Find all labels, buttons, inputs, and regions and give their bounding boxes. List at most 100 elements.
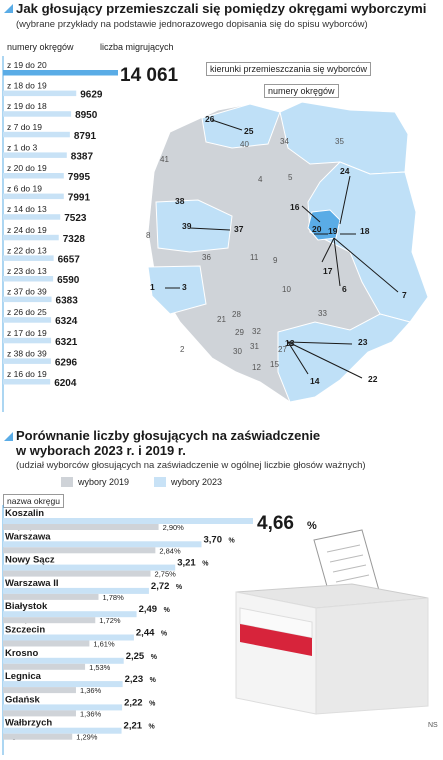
- chart1-bar: [3, 255, 54, 261]
- chart2-value-2019: 2,90%: [163, 523, 185, 532]
- chart1-bar: [3, 234, 59, 241]
- chart2-bar-2023: [3, 587, 149, 594]
- district-38-39: [155, 199, 233, 253]
- chart1-bar: [3, 70, 118, 76]
- chart2-bar-2019: [3, 687, 76, 694]
- chart1-category-label: z 37 do 39: [7, 287, 47, 297]
- map-district-number: 23: [358, 337, 368, 347]
- chart2-value-2023: 4,66: [257, 513, 294, 534]
- map-migration-arrow: [287, 341, 353, 345]
- district-13-23-14-22: [277, 313, 411, 403]
- ballot-paper-lines: [326, 544, 370, 583]
- chart2-value-unit: %: [176, 584, 183, 591]
- map-district-number: 40: [240, 140, 249, 149]
- map-district-number: 20: [312, 224, 322, 234]
- chart1-category-label: z 14 do 13: [7, 204, 47, 214]
- chart2-category-label: Krosno: [5, 648, 38, 659]
- chart2-value-unit: %: [151, 654, 158, 661]
- section2-subtitle: (udział wyborców głosujących na zaświadc…: [16, 460, 366, 471]
- section2-marker: [4, 432, 13, 441]
- chart1-bar: [3, 131, 70, 138]
- chart2-value-2019: 1,78%: [102, 593, 124, 602]
- chart1-value-label: 6657: [58, 254, 81, 265]
- map-district-number: 26: [205, 114, 215, 124]
- map-district-number: 14: [310, 376, 320, 386]
- chart1-value-label: 6590: [57, 275, 80, 286]
- map-migration-arrow: [211, 119, 243, 131]
- map-district-number: 16: [290, 202, 300, 212]
- map-district-number: 19: [328, 226, 338, 236]
- chart2-value-2019: 1,36%: [80, 709, 102, 718]
- map-district-number: 33: [318, 309, 327, 318]
- map-district-number: 1: [150, 282, 155, 292]
- chart2-value-2023: 2,72: [151, 581, 170, 592]
- map-district-number: 36: [202, 253, 211, 262]
- map-district-number: 8: [146, 231, 151, 240]
- chart1-value-label: 6204: [54, 378, 77, 389]
- chart1-category-label: z 1 do 3: [7, 142, 38, 152]
- map-migration-arrow: [287, 341, 363, 379]
- map-district-number: 29: [235, 328, 244, 337]
- chart2-value-2023: 2,21: [124, 721, 143, 732]
- chart1-value-label: 8791: [74, 131, 97, 142]
- map-district-number: 35: [335, 137, 344, 146]
- chart2-bar-2019: [3, 733, 73, 740]
- chart1-value-label: 7523: [64, 213, 87, 224]
- chart1-category-label: z 26 do 25: [7, 307, 47, 317]
- chart2-bar-2023: [3, 727, 122, 734]
- section2-title-line1: Porównanie liczby głosujących na zaświad…: [16, 428, 321, 443]
- chart1-value-label: 6296: [55, 357, 78, 368]
- chart2-bar-2023: [3, 518, 253, 524]
- chart1-category-label: z 19 do 20: [7, 60, 47, 70]
- chart2-bar-2019: [3, 710, 76, 717]
- section1-title: Jak głosujący przemieszczali się pomiędz…: [16, 1, 427, 16]
- certificate-voting-bar-chart: Koszalin 4,66% Nowy Sącz 2,90% Warszawa 3,70%…: [2, 505, 317, 755]
- chart2-value-2023: 2,44: [136, 628, 155, 639]
- chart1-category-label: z 19 do 18: [7, 101, 47, 111]
- chart2-value-unit: %: [164, 607, 171, 614]
- chart1-bar: [3, 379, 51, 385]
- col-label-district-name: nazwa okręgu: [3, 494, 64, 508]
- map-district-number: 25: [244, 126, 254, 136]
- map-district-number: 10: [282, 285, 291, 294]
- flag-red: [240, 624, 312, 656]
- district-warsaw: [307, 209, 341, 241]
- chart2-value-unit: %: [307, 520, 317, 532]
- legend-2019-swatch: [61, 477, 73, 487]
- map-district-number: 12: [252, 363, 261, 372]
- map-district-number: 28: [232, 310, 241, 319]
- chart1-category-label: z 7 do 19: [7, 122, 42, 132]
- chart2-value-2023: 3,21: [177, 558, 196, 569]
- chart2-value-2019: 1,36%: [80, 686, 102, 695]
- map-district-number: 30: [233, 347, 242, 356]
- map-district-number: 3: [182, 282, 187, 292]
- chart1-category-label: z 22 do 13: [7, 245, 47, 255]
- map-district-number: 34: [280, 137, 289, 146]
- chart1-category-label: z 16 do 19: [7, 369, 47, 379]
- map-district-number: 18: [360, 226, 370, 236]
- chart2-bar-2023: [3, 657, 124, 664]
- chart1-category-label: z 24 do 19: [7, 225, 47, 235]
- chart2-bar-2019: [3, 640, 90, 647]
- section2-title-line2: w wyborach 2023 r. i 2019 r.: [16, 443, 186, 458]
- chart2-bar-2019: [3, 524, 159, 530]
- chart2-value-unit: %: [228, 537, 235, 544]
- map-migration-arrow: [321, 237, 335, 263]
- chart2-bar-2023: [3, 541, 202, 548]
- chart1-value-label: 14 061: [120, 65, 179, 86]
- chart2-value-2019: 1,72%: [99, 616, 121, 625]
- chart2-value-2019: 1,53%: [89, 663, 111, 672]
- map-district-number: 31: [250, 342, 259, 351]
- chart2-bar-2023: [3, 681, 123, 688]
- chart2-category-label: Legnica: [5, 671, 42, 682]
- chart2-bar-2019: [3, 593, 99, 600]
- chart2-category-label: Warszawa: [5, 531, 51, 542]
- chart2-category-label: Wałbrzych: [5, 718, 52, 729]
- district-1-3: [147, 265, 207, 315]
- map-label-numbers: numery okręgów: [264, 84, 339, 98]
- map-district-number: 17: [323, 266, 333, 276]
- map-district-number: 9: [273, 256, 278, 265]
- chart2-value-2019: 1,61%: [93, 640, 115, 649]
- col-label-districts: numery okręgów: [7, 42, 74, 52]
